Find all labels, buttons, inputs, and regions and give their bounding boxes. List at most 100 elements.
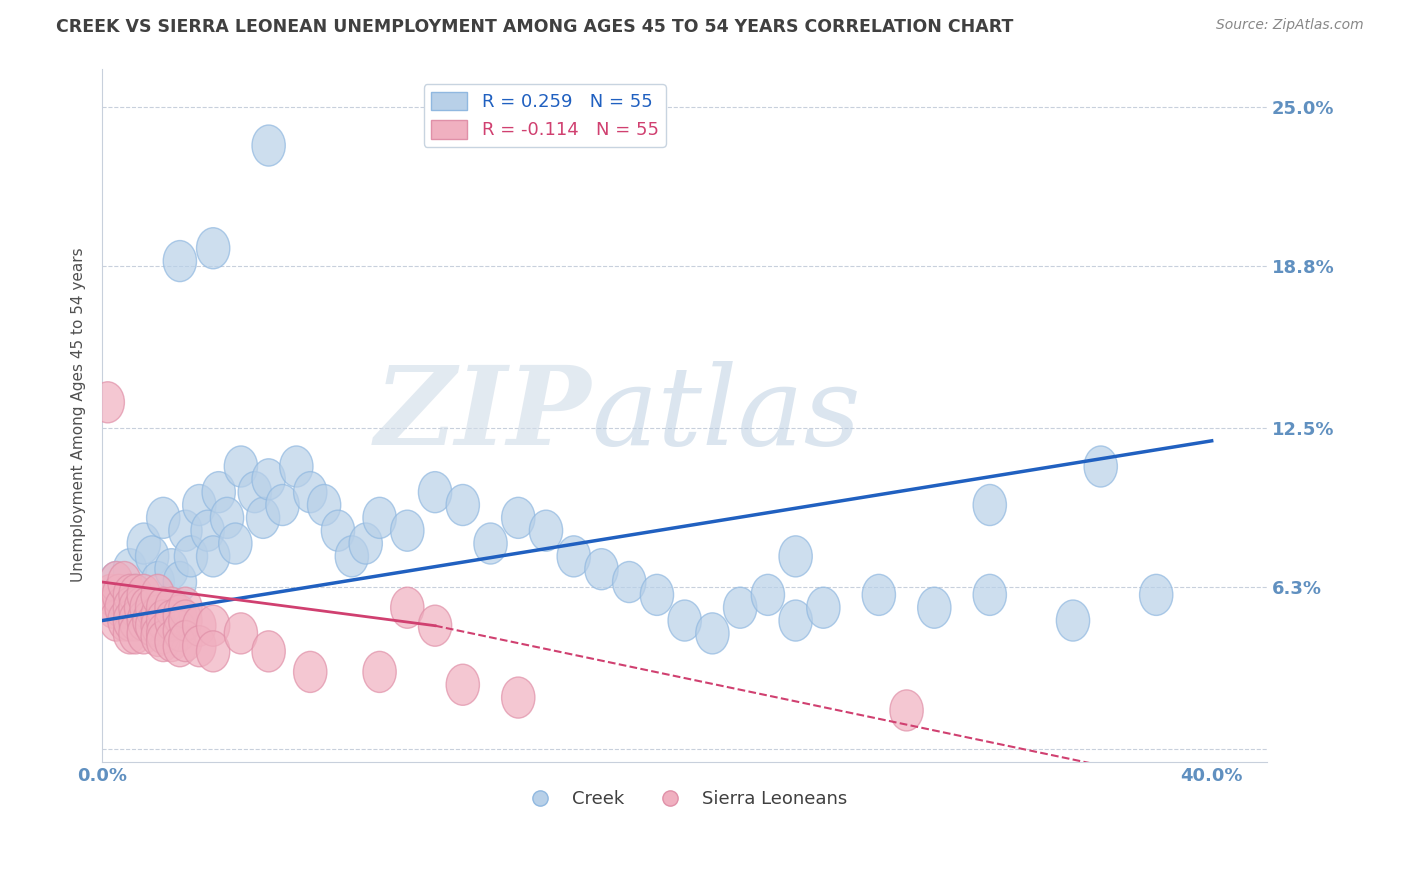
Ellipse shape (807, 587, 839, 628)
Ellipse shape (120, 574, 152, 615)
Ellipse shape (1139, 574, 1173, 615)
Ellipse shape (724, 587, 756, 628)
Ellipse shape (363, 651, 396, 692)
Ellipse shape (100, 600, 132, 641)
Ellipse shape (308, 484, 340, 525)
Ellipse shape (100, 561, 132, 603)
Ellipse shape (197, 605, 229, 646)
Ellipse shape (135, 587, 169, 628)
Ellipse shape (141, 561, 174, 603)
Ellipse shape (91, 382, 124, 423)
Ellipse shape (391, 587, 425, 628)
Ellipse shape (502, 677, 534, 718)
Ellipse shape (163, 561, 197, 603)
Ellipse shape (114, 587, 146, 628)
Ellipse shape (114, 574, 146, 615)
Text: atlas: atlas (592, 361, 860, 469)
Ellipse shape (155, 600, 188, 641)
Ellipse shape (191, 510, 224, 551)
Ellipse shape (219, 523, 252, 564)
Ellipse shape (120, 587, 152, 628)
Ellipse shape (108, 561, 141, 603)
Ellipse shape (1084, 446, 1118, 487)
Ellipse shape (1056, 600, 1090, 641)
Ellipse shape (114, 613, 146, 654)
Ellipse shape (141, 595, 174, 636)
Ellipse shape (127, 600, 160, 641)
Ellipse shape (890, 690, 924, 731)
Ellipse shape (127, 613, 160, 654)
Ellipse shape (557, 536, 591, 577)
Ellipse shape (529, 510, 562, 551)
Ellipse shape (391, 510, 425, 551)
Ellipse shape (183, 605, 217, 646)
Ellipse shape (163, 610, 197, 651)
Ellipse shape (696, 613, 730, 654)
Ellipse shape (211, 498, 243, 539)
Ellipse shape (146, 600, 180, 641)
Ellipse shape (252, 125, 285, 166)
Ellipse shape (973, 484, 1007, 525)
Text: Source: ZipAtlas.com: Source: ZipAtlas.com (1216, 18, 1364, 32)
Ellipse shape (862, 574, 896, 615)
Ellipse shape (613, 561, 645, 603)
Ellipse shape (294, 472, 326, 513)
Ellipse shape (202, 472, 235, 513)
Ellipse shape (349, 523, 382, 564)
Ellipse shape (135, 605, 169, 646)
Ellipse shape (155, 587, 188, 628)
Ellipse shape (224, 446, 257, 487)
Ellipse shape (197, 536, 229, 577)
Ellipse shape (335, 536, 368, 577)
Ellipse shape (100, 561, 132, 603)
Ellipse shape (155, 549, 188, 590)
Ellipse shape (124, 587, 157, 628)
Ellipse shape (246, 498, 280, 539)
Text: CREEK VS SIERRA LEONEAN UNEMPLOYMENT AMONG AGES 45 TO 54 YEARS CORRELATION CHART: CREEK VS SIERRA LEONEAN UNEMPLOYMENT AMO… (56, 18, 1014, 36)
Ellipse shape (94, 574, 127, 615)
Ellipse shape (103, 574, 135, 615)
Ellipse shape (183, 484, 217, 525)
Ellipse shape (146, 498, 180, 539)
Ellipse shape (197, 631, 229, 672)
Ellipse shape (224, 613, 257, 654)
Ellipse shape (280, 446, 314, 487)
Ellipse shape (446, 484, 479, 525)
Ellipse shape (446, 665, 479, 706)
Ellipse shape (114, 549, 146, 590)
Ellipse shape (419, 605, 451, 646)
Ellipse shape (294, 651, 326, 692)
Ellipse shape (363, 498, 396, 539)
Ellipse shape (120, 600, 152, 641)
Ellipse shape (779, 536, 813, 577)
Ellipse shape (127, 523, 160, 564)
Ellipse shape (120, 574, 152, 615)
Text: ZIP: ZIP (375, 361, 592, 469)
Ellipse shape (163, 241, 197, 282)
Ellipse shape (163, 595, 197, 636)
Ellipse shape (252, 458, 285, 500)
Ellipse shape (155, 621, 188, 662)
Ellipse shape (918, 587, 950, 628)
Ellipse shape (169, 510, 202, 551)
Ellipse shape (146, 621, 180, 662)
Ellipse shape (183, 625, 217, 667)
Ellipse shape (129, 587, 163, 628)
Ellipse shape (640, 574, 673, 615)
Ellipse shape (127, 574, 160, 615)
Ellipse shape (973, 574, 1007, 615)
Ellipse shape (252, 631, 285, 672)
Ellipse shape (146, 613, 180, 654)
Ellipse shape (238, 472, 271, 513)
Ellipse shape (114, 600, 146, 641)
Ellipse shape (97, 587, 129, 628)
Ellipse shape (169, 600, 202, 641)
Ellipse shape (146, 587, 180, 628)
Ellipse shape (141, 615, 174, 657)
Ellipse shape (502, 498, 534, 539)
Ellipse shape (174, 536, 208, 577)
Ellipse shape (169, 621, 202, 662)
Ellipse shape (779, 600, 813, 641)
Ellipse shape (585, 549, 619, 590)
Ellipse shape (135, 536, 169, 577)
